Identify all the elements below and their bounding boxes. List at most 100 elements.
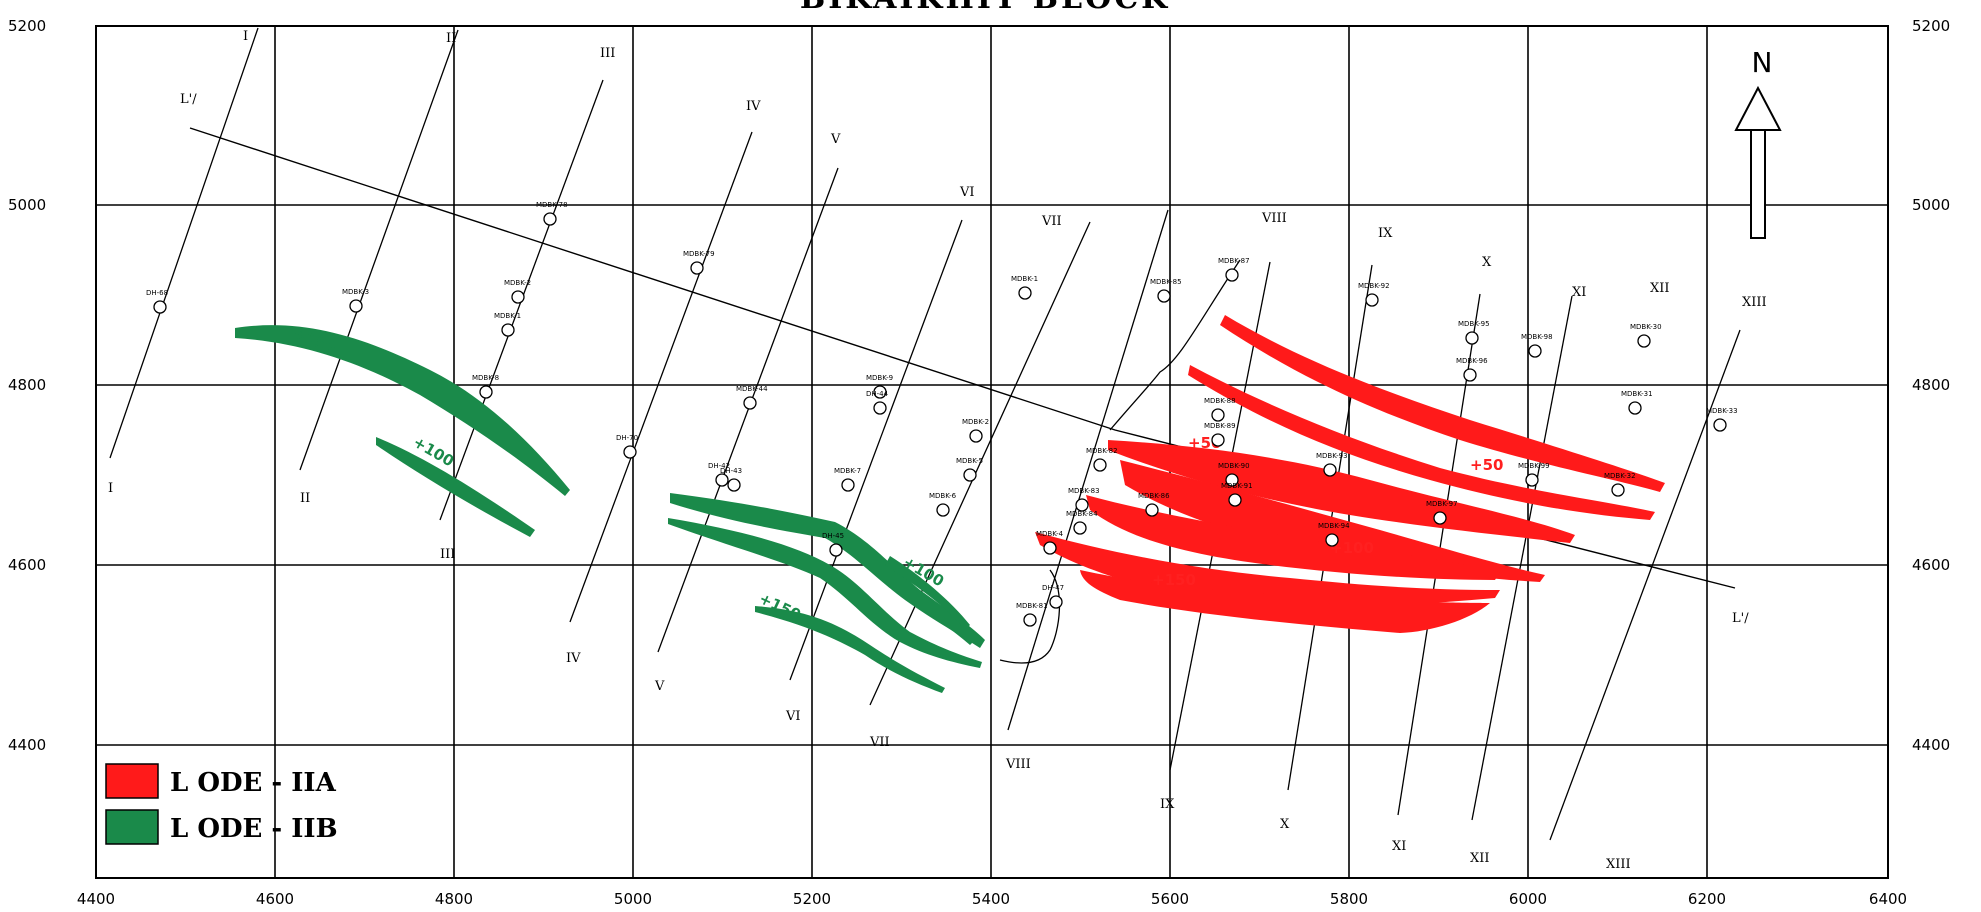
svg-text:DH-70: DH-70 <box>616 434 638 442</box>
north-arrow-icon: N <box>1734 46 1782 239</box>
section-label-bottom: VII <box>869 735 890 750</box>
svg-text:DH-47: DH-47 <box>1042 584 1064 592</box>
borehole: DH-68 <box>146 289 168 314</box>
borehole: MDBK-33 <box>1706 407 1738 432</box>
section-line <box>657 167 839 653</box>
borehole: MDBK-78 <box>536 201 568 226</box>
section-label-bottom: XIII <box>1606 857 1631 872</box>
x-tick-label: 4800 <box>435 890 473 908</box>
svg-text:MDBK-6: MDBK-6 <box>929 492 957 500</box>
svg-text:MDBK-4: MDBK-4 <box>1036 530 1064 538</box>
x-tick-label: 6000 <box>1509 890 1547 908</box>
borehole: MDBK-5 <box>956 457 983 482</box>
borehole: MDBK-86 <box>1138 492 1170 517</box>
legend: L ODE - IIA L ODE - IIB <box>105 763 338 845</box>
level-label-red-2: +50 <box>1470 456 1503 474</box>
svg-text:MDBK-78: MDBK-78 <box>536 201 568 209</box>
svg-text:MDBK-2: MDBK-2 <box>962 418 989 426</box>
level-label-red-4: +150 <box>1152 571 1196 589</box>
section-label-top: IX <box>1378 226 1393 241</box>
svg-text:MDBK-30: MDBK-30 <box>1630 323 1662 331</box>
x-axis-labels: 4400 4600 4800 5000 5200 5400 5600 5800 6000 6200… <box>77 890 1907 908</box>
svg-text:MDBK-91: MDBK-91 <box>1221 482 1253 490</box>
section-label-bottom: XII <box>1470 851 1490 866</box>
svg-text:MDBK-87: MDBK-87 <box>1218 257 1250 265</box>
y-tick-label-right: 5200 <box>1912 17 1950 35</box>
borehole-markers: DH-68 MDBK-3 MDBK-78 MDBK-2 MDBK-1 MDBK-8 DH-7… <box>146 201 1738 627</box>
borehole: MDBK-94 <box>1318 522 1350 547</box>
section-bracket <box>1109 259 1241 431</box>
svg-text:DH-45: DH-45 <box>822 532 844 540</box>
svg-text:MDBK-81: MDBK-81 <box>1016 602 1048 610</box>
section-label-bottom: IX <box>1160 797 1175 812</box>
svg-text:MDBK-7: MDBK-7 <box>834 467 861 475</box>
section-label-bottom: III <box>440 547 455 562</box>
svg-text:MDBK-97: MDBK-97 <box>1426 500 1458 508</box>
y-tick-label-left: 5200 <box>8 17 46 35</box>
borehole: MDBK-1 <box>494 312 521 337</box>
borehole: MDBK-89 <box>1204 422 1236 447</box>
section-label-top: IV <box>746 99 761 114</box>
borehole: MDBK-99 <box>1518 462 1550 487</box>
borehole: MDBK-7 <box>834 467 861 492</box>
borehole: MDBK-87 <box>1218 257 1250 282</box>
svg-text:DH-42: DH-42 <box>708 462 730 470</box>
longitudinal-label-end: L'/ <box>1732 611 1749 626</box>
borehole: MDBK-84 <box>1066 510 1098 535</box>
borehole: DH-45 <box>822 532 844 557</box>
section-label-top: XI <box>1572 285 1586 300</box>
borehole: DH-70 <box>616 434 638 459</box>
section-label-bottom: XI <box>1392 839 1406 854</box>
svg-text:MDBK-90: MDBK-90 <box>1218 462 1250 470</box>
borehole: MDBK-83 <box>1068 487 1100 512</box>
svg-text:MDBK-8: MDBK-8 <box>472 374 499 382</box>
borehole: MDBK-44 <box>736 385 768 410</box>
x-tick-label: 5800 <box>1330 890 1368 908</box>
section-line <box>299 29 459 471</box>
map-title: BIKAIKHIT BLOCK <box>800 0 1170 16</box>
svg-text:MDBK-98: MDBK-98 <box>1521 333 1553 341</box>
section-label-bottom: IV <box>566 651 581 666</box>
y-tick-label-right: 4800 <box>1912 376 1950 394</box>
borehole: MDBK-79 <box>683 250 715 275</box>
svg-text:MDBK-5: MDBK-5 <box>956 457 983 465</box>
borehole: MDBK-91 <box>1221 482 1253 507</box>
borehole: MDBK-93 <box>1316 452 1348 477</box>
section-label-bottom: V <box>654 679 665 694</box>
section-label-bottom: X <box>1280 817 1290 832</box>
section-label-bottom: VIII <box>1005 757 1031 772</box>
x-tick-label: 4600 <box>256 890 294 908</box>
y-tick-label-left: 5000 <box>8 196 46 214</box>
legend-label-iib: L ODE - IIB <box>170 814 338 844</box>
section-label-top: VIII <box>1261 211 1287 226</box>
borehole: MDBK-6 <box>929 492 957 517</box>
section-label-top: I <box>243 29 248 44</box>
borehole: MDBK-1 <box>1011 275 1038 300</box>
borehole: MDBK-3 <box>342 288 369 313</box>
y-axis-labels-left: 5200 5000 4800 4600 4400 <box>8 17 46 754</box>
x-tick-label: 6400 <box>1869 890 1907 908</box>
borehole: MDBK-9 <box>866 374 893 399</box>
x-tick-label: 6200 <box>1688 890 1726 908</box>
section-label-top: VI <box>959 185 975 200</box>
north-label: N <box>1752 46 1773 79</box>
section-label-top: X <box>1482 255 1492 270</box>
section-line <box>569 131 753 623</box>
svg-text:DH-43: DH-43 <box>720 467 742 475</box>
svg-text:MDBK-88: MDBK-88 <box>1204 397 1236 405</box>
borehole: MDBK-88 <box>1204 397 1236 422</box>
svg-text:MDBK-84: MDBK-84 <box>1066 510 1098 518</box>
section-line <box>1471 295 1573 821</box>
svg-text:MDBK-3: MDBK-3 <box>342 288 369 296</box>
y-tick-label-right: 5000 <box>1912 196 1950 214</box>
borehole: MDBK-92 <box>1358 282 1390 307</box>
borehole: MDBK-4 <box>1036 530 1064 555</box>
lode-iib-bodies <box>235 325 985 693</box>
borehole: DH-44 <box>866 390 889 415</box>
borehole: DH-43 <box>720 467 742 492</box>
section-line <box>1007 209 1169 731</box>
borehole: MDBK-32 <box>1604 472 1636 497</box>
borehole: MDBK-31 <box>1621 390 1653 415</box>
legend-label-iia: L ODE - IIA <box>170 768 337 798</box>
